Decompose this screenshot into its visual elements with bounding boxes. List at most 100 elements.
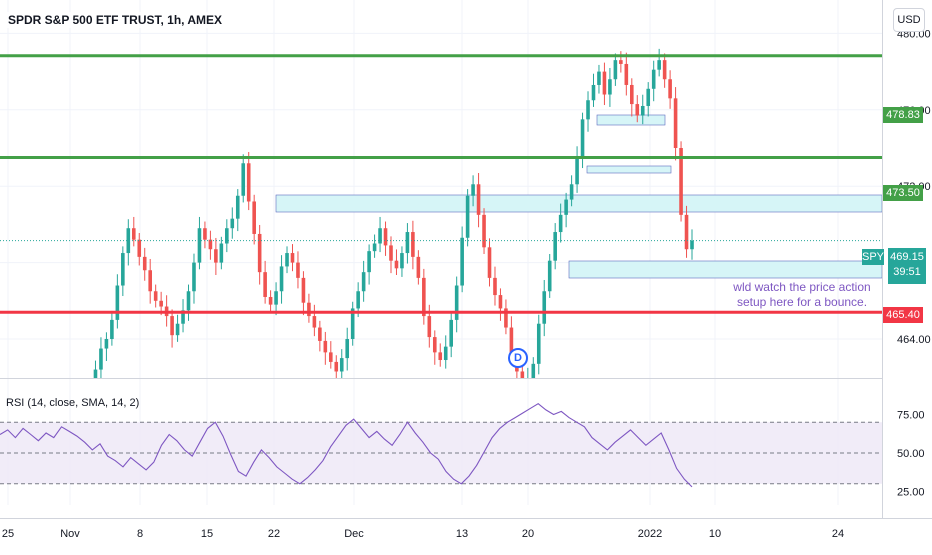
- candle-body: [142, 256, 147, 271]
- candle-body: [345, 339, 350, 359]
- candle-body: [208, 239, 213, 250]
- candle-body: [465, 195, 470, 238]
- candle-body: [104, 339, 109, 349]
- time-tick-label: 15: [201, 528, 213, 540]
- candle-body: [329, 352, 333, 362]
- candle-body: [460, 237, 464, 286]
- candle-body: [454, 285, 459, 320]
- candle-body: [536, 323, 541, 364]
- annotation-note: wld watch the price action setup here fo…: [732, 280, 872, 310]
- candle-body: [318, 327, 322, 341]
- candle-body: [301, 277, 306, 303]
- candle-body: [121, 253, 125, 286]
- candle-body: [608, 79, 612, 95]
- price-tick-label: 464.00: [897, 334, 931, 346]
- candle-body: [181, 310, 185, 324]
- candle-body: [411, 232, 415, 257]
- candle-body: [394, 260, 399, 269]
- candle-body: [383, 228, 388, 246]
- candle-body: [476, 184, 481, 215]
- candle-body: [131, 228, 136, 240]
- candle-body: [263, 272, 267, 297]
- candle-body: [602, 71, 607, 95]
- candle-body: [137, 239, 142, 257]
- candle-body: [274, 291, 278, 305]
- time-tick-label: 22: [268, 528, 280, 540]
- candle-body: [372, 243, 377, 252]
- candle-body: [586, 100, 590, 120]
- candle-body: [361, 272, 366, 292]
- candle-body: [438, 352, 443, 361]
- candle-body: [427, 316, 432, 338]
- candle-body: [126, 228, 131, 254]
- candle-body: [268, 296, 273, 305]
- supply-zone: [275, 194, 883, 213]
- candle-body: [307, 302, 311, 317]
- rsi-indicator-label: RSI (14, close, SMA, 14, 2): [6, 397, 140, 409]
- level-tag-478: 478.83: [883, 107, 923, 123]
- candle-body: [356, 291, 360, 309]
- time-tick-label: 13: [456, 528, 468, 540]
- candle-body: [684, 214, 689, 250]
- dividend-marker[interactable]: D: [508, 348, 528, 368]
- candle-body: [405, 232, 410, 254]
- candle-body: [619, 60, 623, 64]
- time-tick-label: 8: [137, 528, 143, 540]
- candle-body: [290, 253, 295, 263]
- candle-body: [235, 195, 240, 219]
- candle-body: [192, 262, 196, 292]
- candle-body: [323, 340, 328, 353]
- time-tick-label: 24: [832, 528, 844, 540]
- rsi-tick-label: 50.00: [897, 448, 925, 460]
- candle-body: [558, 214, 563, 233]
- candle-body: [498, 295, 503, 309]
- level-tag-465: 465.40: [883, 307, 923, 323]
- candle-body: [219, 243, 224, 263]
- candle-body: [646, 88, 651, 106]
- candle-body: [662, 60, 667, 80]
- candle-body: [99, 348, 103, 370]
- time-tick-label: 20: [522, 528, 534, 540]
- candle-body: [640, 105, 645, 116]
- candle-body: [635, 104, 640, 116]
- candle-body: [378, 228, 382, 244]
- mid-zone: [586, 165, 672, 174]
- time-tick-label: 2022: [638, 528, 662, 540]
- candle-body: [443, 346, 448, 361]
- candle-body: [230, 218, 235, 229]
- candle-body: [668, 79, 672, 99]
- candle-body: [449, 319, 453, 347]
- chart-title: SPDR S&P 500 ETF TRUST, 1h, AMEX: [6, 12, 225, 28]
- candle-body: [246, 163, 251, 202]
- candle-body: [214, 249, 218, 263]
- candle-body: [673, 98, 678, 148]
- candle-body: [690, 240, 694, 250]
- candle-body: [591, 84, 596, 101]
- candle-body: [367, 251, 371, 273]
- candle-body: [400, 253, 404, 269]
- candle-body: [186, 291, 191, 311]
- candle-body: [389, 245, 393, 261]
- candle-body: [564, 199, 568, 215]
- candle-body: [422, 277, 426, 317]
- currency-button[interactable]: USD: [893, 8, 925, 32]
- symbol-tag: SPY: [862, 249, 885, 265]
- candle-body: [509, 327, 514, 357]
- current-price-value: 469.15: [890, 251, 924, 263]
- candle-body: [148, 270, 152, 292]
- candle-body: [553, 232, 557, 261]
- annotation-line-1: wld watch the price action: [733, 280, 871, 294]
- candle-body: [679, 148, 683, 215]
- candle-body: [93, 369, 98, 378]
- candle-body: [110, 319, 114, 339]
- rsi-tick-label: 75.00: [897, 410, 925, 422]
- candle-body: [350, 308, 355, 339]
- current-price-tag: 469.15 39:51: [888, 248, 926, 284]
- candle-body: [657, 60, 661, 70]
- candle-body: [115, 285, 120, 320]
- candle-body: [339, 358, 344, 372]
- annotation-line-2: setup here for a bounce.: [736, 295, 868, 309]
- candle-body: [569, 184, 574, 200]
